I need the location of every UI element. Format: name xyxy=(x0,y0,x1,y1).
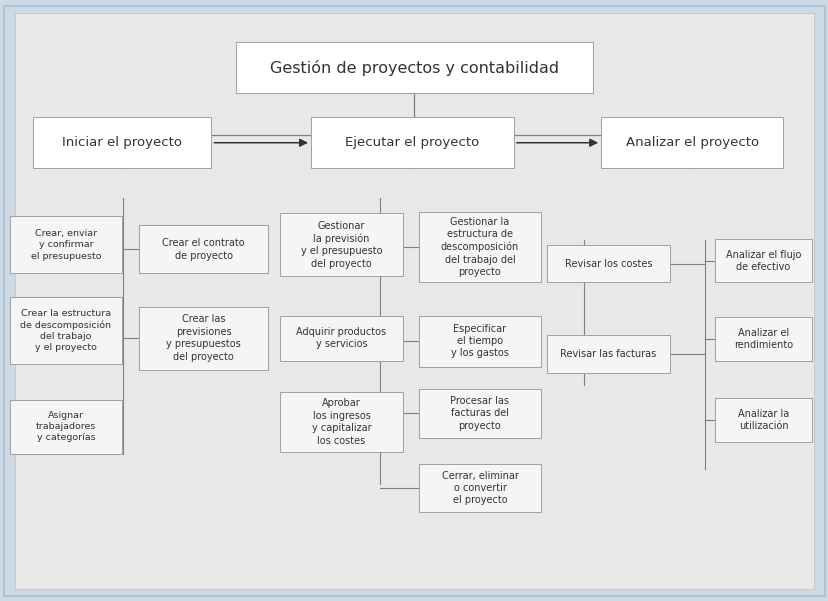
Text: Iniciar el proyecto: Iniciar el proyecto xyxy=(62,136,182,149)
FancyBboxPatch shape xyxy=(280,316,402,361)
Text: Crear, enviar
y confirmar
el presupuesto: Crear, enviar y confirmar el presupuesto xyxy=(31,230,101,260)
FancyBboxPatch shape xyxy=(418,316,541,367)
FancyBboxPatch shape xyxy=(33,117,211,168)
FancyBboxPatch shape xyxy=(600,117,782,168)
Text: Especificar
el tiempo
y los gastos: Especificar el tiempo y los gastos xyxy=(450,324,508,358)
FancyBboxPatch shape xyxy=(139,307,267,370)
Text: Aprobar
los ingresos
y capitalizar
los costes: Aprobar los ingresos y capitalizar los c… xyxy=(311,398,371,445)
Text: Analizar la
utilización: Analizar la utilización xyxy=(737,409,788,432)
FancyBboxPatch shape xyxy=(546,335,669,373)
Text: Crear las
previsiones
y presupuestos
del proyecto: Crear las previsiones y presupuestos del… xyxy=(166,314,241,362)
Text: Gestionar
la previsión
y el presupuesto
del proyecto: Gestionar la previsión y el presupuesto … xyxy=(301,221,382,269)
Text: Analizar el proyecto: Analizar el proyecto xyxy=(625,136,758,149)
Text: Crear la estructura
de descomposición
del trabajo
y el proyecto: Crear la estructura de descomposición de… xyxy=(21,309,111,352)
FancyBboxPatch shape xyxy=(15,13,813,589)
Text: Analizar el
rendimiento: Analizar el rendimiento xyxy=(733,328,792,350)
Text: Revisar las facturas: Revisar las facturas xyxy=(560,349,656,359)
FancyBboxPatch shape xyxy=(236,42,592,93)
Text: Gestión de proyectos y contabilidad: Gestión de proyectos y contabilidad xyxy=(270,59,558,76)
Text: Revisar los costes: Revisar los costes xyxy=(564,259,652,269)
FancyBboxPatch shape xyxy=(714,398,811,442)
Text: Gestionar la
estructura de
descomposición
del trabajo del
proyecto: Gestionar la estructura de descomposició… xyxy=(440,217,518,277)
Text: Adquirir productos
y servicios: Adquirir productos y servicios xyxy=(296,327,386,349)
FancyBboxPatch shape xyxy=(418,464,541,512)
FancyBboxPatch shape xyxy=(714,239,811,282)
Text: Analizar el flujo
de efectivo: Analizar el flujo de efectivo xyxy=(725,249,800,272)
FancyBboxPatch shape xyxy=(280,392,402,452)
FancyBboxPatch shape xyxy=(310,117,513,168)
FancyBboxPatch shape xyxy=(546,245,669,282)
FancyBboxPatch shape xyxy=(10,297,122,364)
Text: Procesar las
facturas del
proyecto: Procesar las facturas del proyecto xyxy=(450,396,509,431)
FancyBboxPatch shape xyxy=(10,216,122,273)
FancyBboxPatch shape xyxy=(418,212,541,282)
FancyBboxPatch shape xyxy=(714,317,811,361)
FancyBboxPatch shape xyxy=(418,389,541,438)
FancyBboxPatch shape xyxy=(139,225,267,273)
Text: Ejecutar el proyecto: Ejecutar el proyecto xyxy=(345,136,479,149)
Text: Asignar
trabajadores
y categorías: Asignar trabajadores y categorías xyxy=(36,411,96,442)
FancyBboxPatch shape xyxy=(280,213,402,276)
FancyBboxPatch shape xyxy=(10,400,122,454)
FancyBboxPatch shape xyxy=(4,6,824,596)
Text: Cerrar, eliminar
o convertir
el proyecto: Cerrar, eliminar o convertir el proyecto xyxy=(441,471,518,505)
Text: Crear el contrato
de proyecto: Crear el contrato de proyecto xyxy=(162,238,244,261)
